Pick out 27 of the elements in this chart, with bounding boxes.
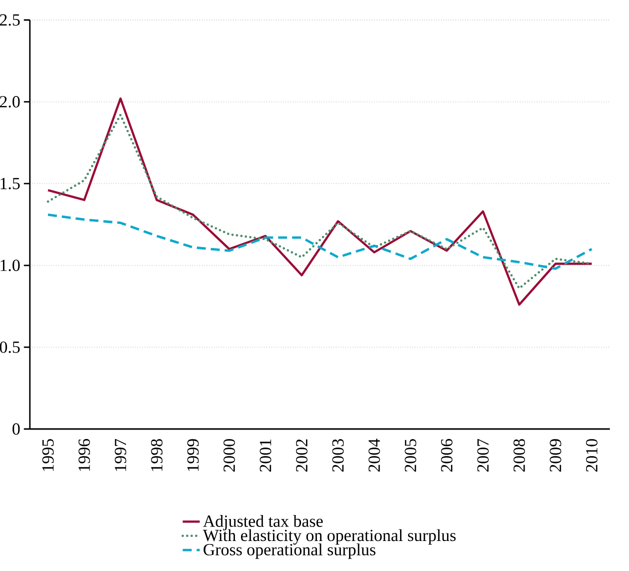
y-tick-label: 1.5 [0,178,20,190]
x-tick-label: 1999 [187,439,199,471]
x-tick-label: 2000 [224,439,235,472]
x-tick-label: 1996 [78,439,90,471]
x-tick-label: 2006 [441,439,452,472]
x-tick-label: 1998 [151,439,162,471]
legend-label: Gross operational surplus [204,543,376,559]
x-tick-label: 2010 [586,439,598,472]
legend-label: With elasticity on operational surplus [202,529,456,545]
x-tick-label: 2001 [260,440,272,472]
line-series [46,213,593,270]
legend-label: Adjusted tax base [203,514,323,530]
y-tick-label: 0 [12,423,20,435]
x-tick-label: 2002 [296,439,308,472]
x-tick-label: 2007 [477,438,489,472]
line-series [46,97,593,306]
x-tick-label: 2004 [368,438,380,472]
x-tick-label: 2008 [514,439,525,472]
y-tick-label: 2.5 [0,14,20,26]
y-tick-label: 2.0 [0,96,20,108]
x-tick-label: 1995 [42,439,54,471]
x-tick-label: 2009 [550,439,562,472]
y-tick-label: 1.0 [0,260,20,272]
y-tick-label: 0.5 [0,341,20,353]
x-tick-label: 1997 [114,438,126,471]
x-tick-label: 2005 [404,439,416,472]
x-tick-label: 2003 [332,439,344,472]
